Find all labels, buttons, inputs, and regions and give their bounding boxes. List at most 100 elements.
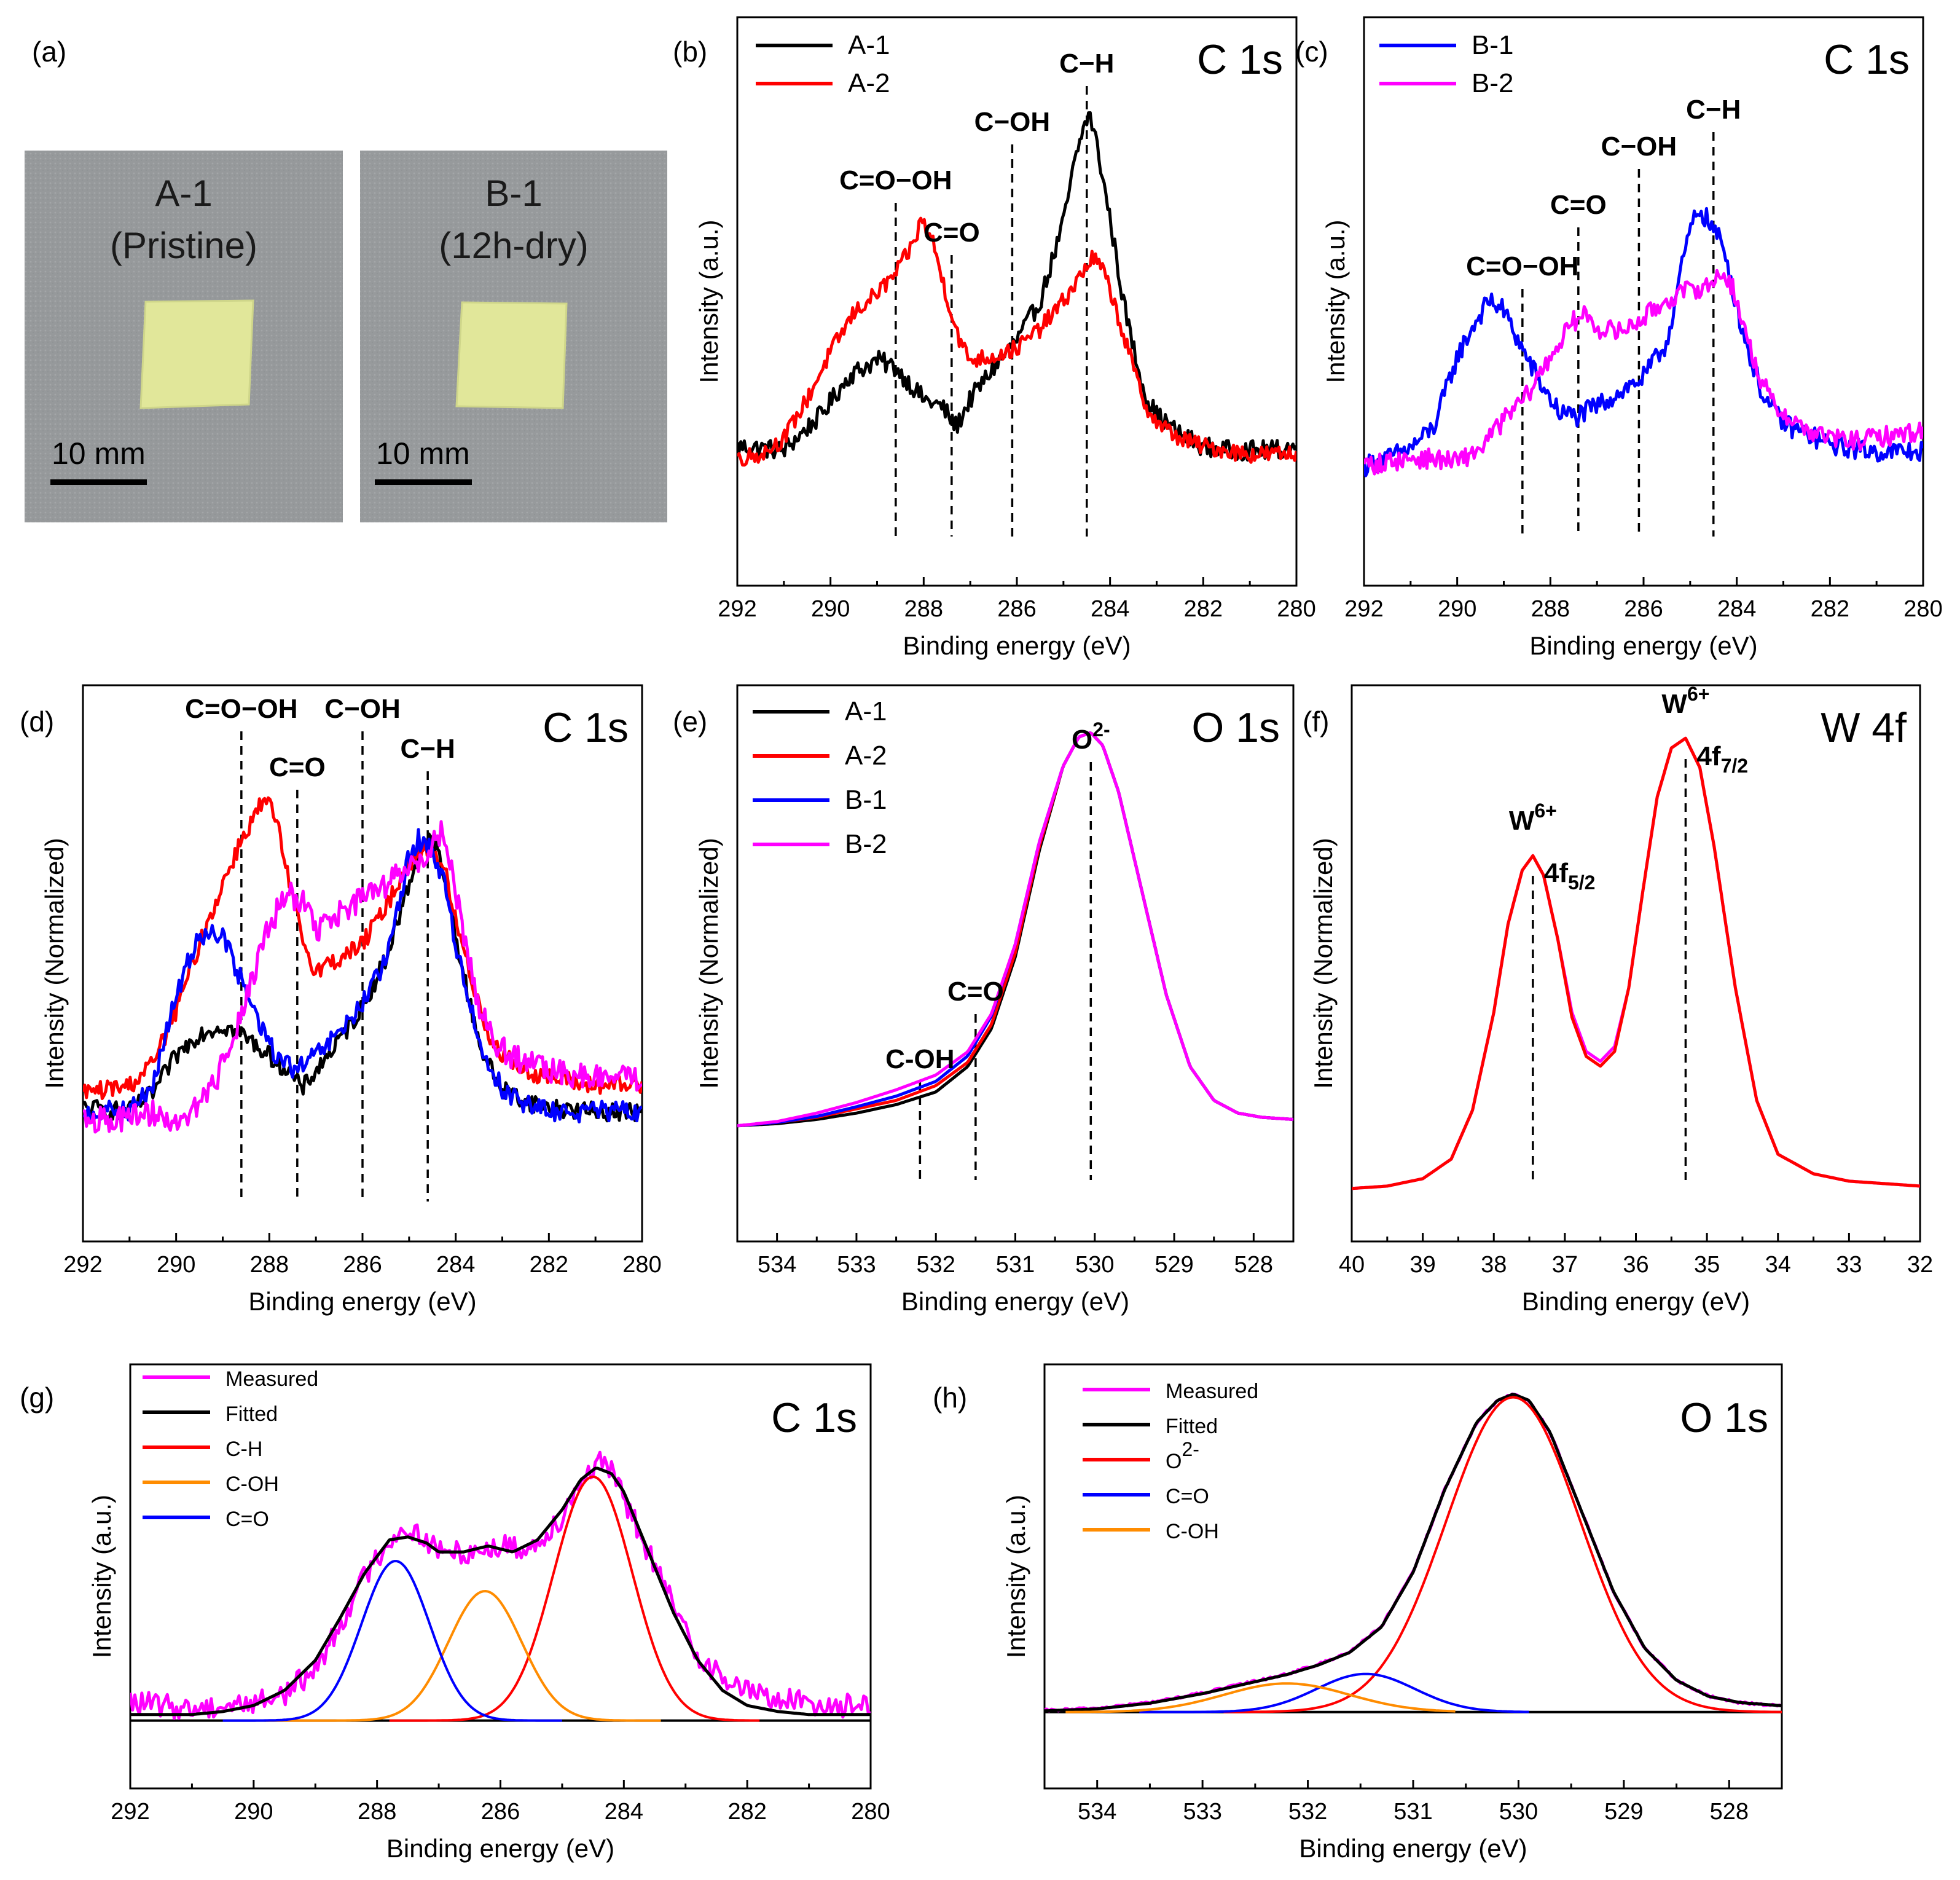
panel-label-g: (g) <box>20 1382 54 1414</box>
panel-label-c: (c) <box>1295 36 1328 68</box>
series-c-oh <box>265 1590 661 1722</box>
photo-a1-name: A-1 <box>155 173 212 214</box>
x-tick-label: 290 <box>157 1252 195 1278</box>
x-tick-label: 532 <box>1288 1799 1327 1825</box>
chart-title: O 1s <box>1680 1394 1768 1441</box>
x-tick-label: 280 <box>622 1252 661 1278</box>
x-tick-label: 528 <box>1234 1252 1273 1278</box>
x-tick-label: 531 <box>1394 1799 1432 1825</box>
photo-a1-condition: (Pristine) <box>110 225 257 266</box>
series-b-2 <box>83 820 642 1134</box>
peak-orbital-annotation: 4f7/2 <box>1696 741 1748 777</box>
x-tick-label: 286 <box>1624 596 1663 622</box>
peak-annotation: C-OH <box>885 1044 954 1074</box>
legend-label: Fitted <box>225 1402 278 1426</box>
chart-title: W 4f <box>1821 704 1907 751</box>
panel-label-h: (h) <box>933 1382 967 1414</box>
x-tick-label: 286 <box>343 1252 382 1278</box>
x-tick-label: 40 <box>1339 1252 1365 1278</box>
scale-bar-b1 <box>375 479 472 485</box>
peak-annotation: W6+ <box>1509 800 1557 836</box>
peak-annotation: C=O <box>1550 190 1607 220</box>
series-c-o <box>1139 1672 1529 1713</box>
x-tick-label: 282 <box>1811 596 1849 622</box>
x-tick-label: 290 <box>1438 596 1476 622</box>
y-axis-label: Intensity (a.u.) <box>1002 1495 1030 1658</box>
panel-label-d: (d) <box>20 706 54 737</box>
legend-label: C=O <box>1166 1485 1209 1508</box>
legend-label: C=O <box>225 1508 269 1531</box>
legend-label: A-2 <box>845 741 887 771</box>
x-tick-label: 35 <box>1694 1252 1720 1278</box>
peak-annotation: C=O <box>947 977 1004 1007</box>
peak-annotation: C=O−OH <box>839 165 952 195</box>
series-b-1 <box>737 731 1293 1128</box>
panel-label-f: (f) <box>1303 706 1329 737</box>
peak-annotation: C=O−OH <box>185 694 297 724</box>
series-b-2 <box>1352 736 1920 1190</box>
peak-orbital-annotation: 4f5/2 <box>1544 858 1596 894</box>
x-tick-label: 534 <box>758 1252 796 1278</box>
photo-a1: A-1 (Pristine) 10 mm <box>25 151 343 522</box>
peak-annotation: C−H <box>1059 49 1114 79</box>
series-measured <box>1045 1392 1782 1713</box>
x-tick-label: 33 <box>1836 1252 1862 1278</box>
peak-annotation: C−H <box>401 734 455 764</box>
sample-film-b1 <box>455 301 568 409</box>
x-tick-label: 32 <box>1907 1252 1933 1278</box>
series-c-oh <box>1065 1682 1456 1713</box>
legend-label: O2- <box>1166 1438 1199 1473</box>
plot-frame <box>1363 16 1924 587</box>
photo-b1: B-1 (12h-dry) 10 mm <box>360 151 667 522</box>
series-b-2 <box>737 731 1293 1128</box>
peak-annotation: C−OH <box>974 107 1050 137</box>
peak-annotation: C−H <box>1686 95 1741 125</box>
y-axis-label: Intensity (Normalized) <box>1309 838 1338 1088</box>
x-tick-label: 534 <box>1078 1799 1116 1825</box>
x-tick-label: 280 <box>1903 596 1942 622</box>
x-tick-label: 37 <box>1552 1252 1578 1278</box>
plot-area <box>83 731 642 1202</box>
x-tick-label: 288 <box>358 1799 396 1825</box>
peak-annotation: C=O <box>923 218 980 248</box>
series-a-2 <box>737 216 1296 467</box>
x-tick-label: 531 <box>996 1252 1035 1278</box>
x-axis-label: Binding energy (eV) <box>386 1834 614 1863</box>
x-tick-label: 533 <box>837 1252 876 1278</box>
chart-title: C 1s <box>1197 36 1283 83</box>
y-axis-label: Intensity (a.u.) <box>1321 219 1350 383</box>
x-tick-label: 282 <box>1184 596 1223 622</box>
legend-label: C-H <box>225 1438 262 1461</box>
x-tick-label: 288 <box>904 596 943 622</box>
scale-bar-a1 <box>50 479 147 485</box>
panel-label-e: (e) <box>673 706 707 737</box>
series-b-1 <box>83 828 642 1123</box>
chart-h: (h) O 1s 534 533 532 531 530 529 528 Binding ener… <box>933 1363 1783 1863</box>
photo-b1-condition: (12h-dry) <box>439 225 588 266</box>
x-axis-label: Binding energy (eV) <box>901 1287 1129 1316</box>
plot-frame <box>736 684 1295 1243</box>
series-c-h <box>389 1475 760 1722</box>
y-axis-label: Intensity (Normalized) <box>40 838 69 1088</box>
x-axis-label: Binding energy (eV) <box>1529 631 1757 660</box>
chart-b: (b) C 1s 292 290 288 286 284 282 280 Binding ener… <box>673 16 1316 660</box>
photo-b1-name: B-1 <box>485 173 542 214</box>
x-tick-label: 292 <box>63 1252 102 1278</box>
x-tick-label: 286 <box>481 1799 520 1825</box>
chart-f: (f) W 4f 40 39 38 37 36 35 34 33 32 Binding energy … <box>1303 683 1933 1316</box>
x-tick-label: 284 <box>605 1799 643 1825</box>
series-a-2 <box>1352 736 1920 1190</box>
x-tick-label: 282 <box>530 1252 568 1278</box>
legend-label: B-2 <box>845 829 887 859</box>
peak-annotation: C−OH <box>324 694 400 724</box>
legend-label: A-2 <box>848 68 890 98</box>
x-tick-label: 533 <box>1183 1799 1221 1825</box>
legend-label: C-OH <box>225 1473 279 1496</box>
peak-annotation: C=O <box>269 752 326 782</box>
x-tick-label: 529 <box>1604 1799 1643 1825</box>
y-axis-label: Intensity (a.u.) <box>87 1495 116 1658</box>
x-tick-label: 292 <box>1344 596 1383 622</box>
plot-area <box>737 731 1293 1180</box>
legend-label: B-1 <box>845 785 887 815</box>
